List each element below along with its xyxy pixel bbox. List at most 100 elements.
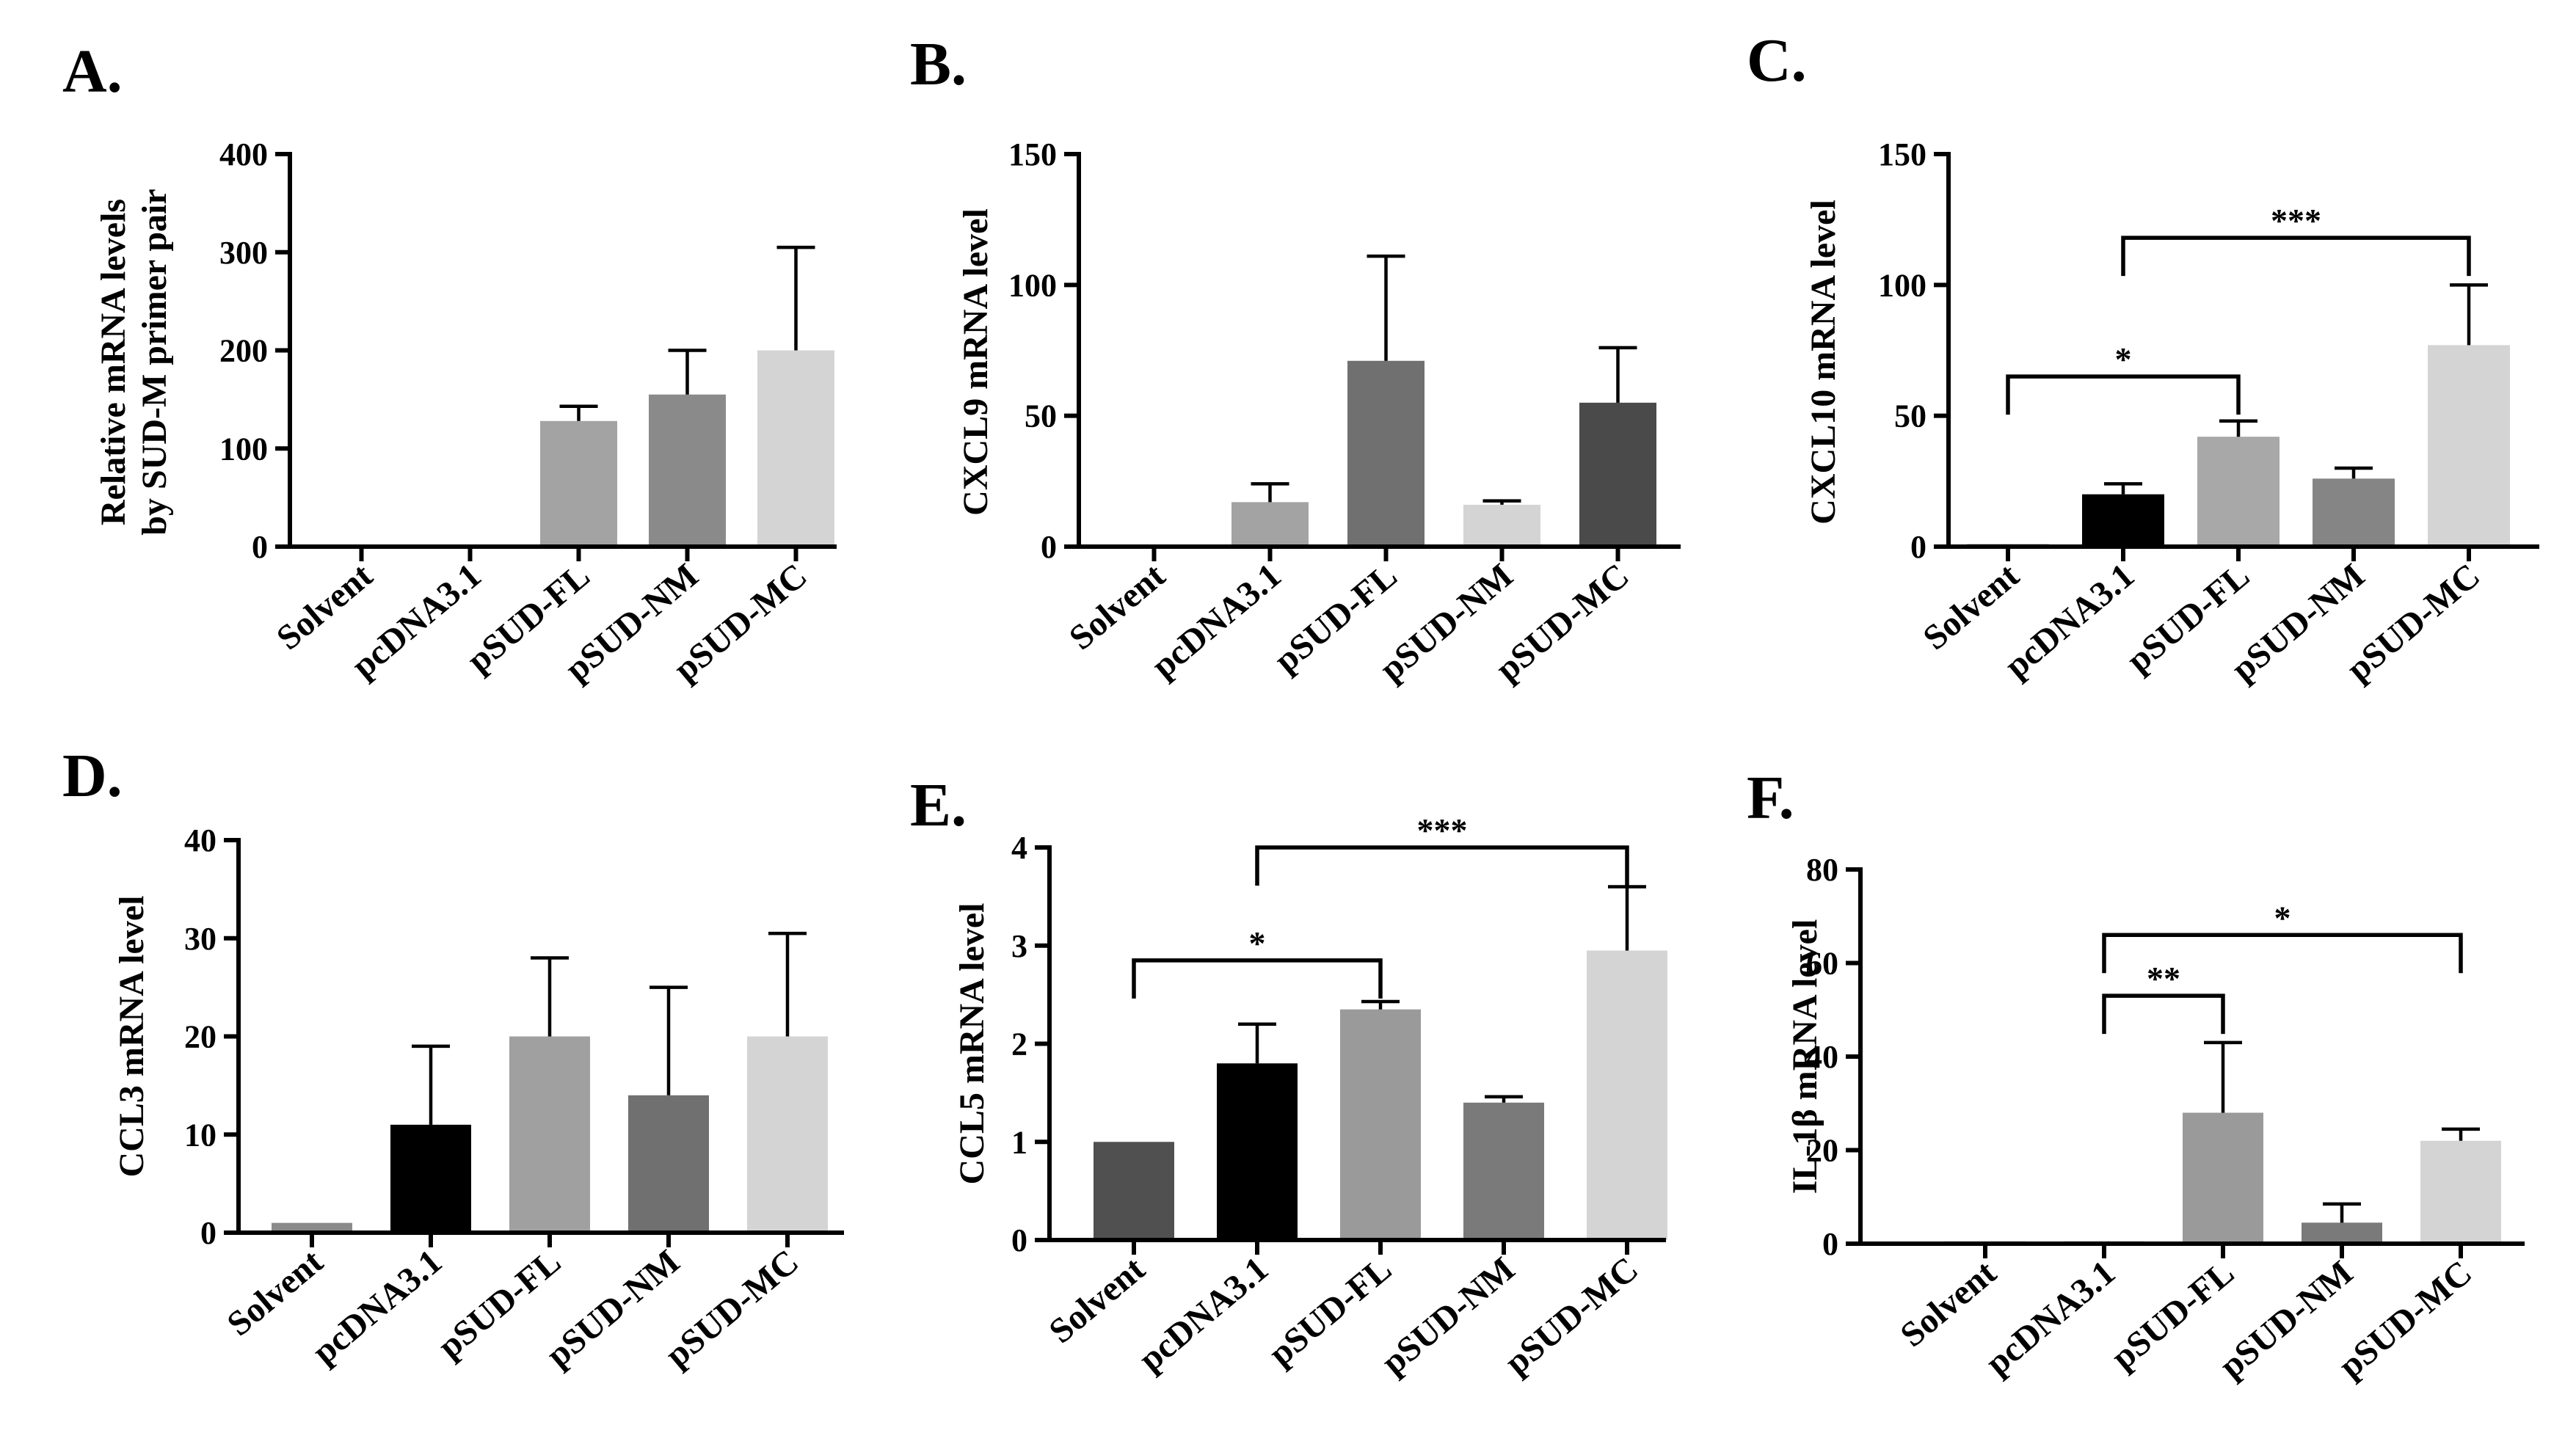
- panel-letter: B.: [910, 30, 967, 98]
- panel-letter: C.: [1747, 26, 1807, 95]
- y-axis-title: CXCL10 mRNA level: [1804, 200, 1843, 525]
- y-tick-label: 4: [1011, 830, 1027, 866]
- y-tick-label: 60: [1806, 946, 1838, 982]
- error-bar: [2450, 283, 2488, 346]
- y-axis-title: Relative mRNA levels: [94, 199, 133, 525]
- y-tick-label: 1: [1011, 1124, 1027, 1160]
- error-bar: [2335, 466, 2373, 479]
- y-tick-label: 0: [1011, 1222, 1027, 1258]
- y-tick-label: 0: [1910, 529, 1926, 565]
- x-category-label: pSUD-MC: [1497, 1250, 1645, 1382]
- x-category-label: pcDNA3.1: [305, 1242, 449, 1372]
- chart-panel-d: D.010203040SolventpcDNA3.1pSUD-FLpSUD-NM…: [62, 742, 844, 1375]
- bar-psud-nm: [628, 1095, 709, 1233]
- significance-label: *: [1249, 925, 1266, 962]
- error-bar: [650, 985, 688, 1095]
- x-category-label: Solvent: [1062, 556, 1173, 657]
- error-bar: [531, 956, 569, 1037]
- bar-psud-fl: [1347, 360, 1425, 547]
- bar-psud-mc: [2428, 345, 2510, 547]
- bar-psud-mc: [757, 350, 834, 547]
- bar-psud-nm: [2302, 1222, 2382, 1244]
- x-category-label: pSUD-MC: [658, 1242, 806, 1375]
- bar-pcdna3-1: [1231, 502, 1309, 547]
- bar-psud-nm: [1463, 504, 1540, 547]
- chart-panel-e: E.01234SolventpcDNA3.1pSUD-FLpSUD-NMpSUD…: [910, 771, 1667, 1382]
- error-bar: [1485, 1095, 1523, 1103]
- chart-panel-f: F.020406080SolventpcDNA3.1pSUD-FLpSUD-NM…: [1747, 764, 2525, 1386]
- y-tick-label: 20: [1806, 1133, 1838, 1169]
- y-tick-label: 40: [1806, 1039, 1838, 1075]
- error-bar: [1367, 254, 1405, 361]
- error-bar: [2442, 1127, 2480, 1141]
- y-tick-label: 20: [184, 1019, 217, 1055]
- y-tick-label: 200: [219, 333, 268, 369]
- significance-bracket: [2121, 236, 2471, 277]
- x-category-label: pSUD-NM: [1374, 1250, 1522, 1382]
- y-tick-label: 0: [1822, 1226, 1838, 1262]
- y-tick-label: 150: [1878, 136, 1926, 172]
- bar-psud-fl: [2197, 437, 2280, 547]
- significance-label: **: [2147, 960, 2180, 997]
- y-axis-title: CXCL9 mRNA level: [956, 208, 995, 516]
- error-bar: [2323, 1202, 2361, 1223]
- y-axis-title: CCL3 mRNA level: [112, 896, 151, 1178]
- bar-psud-nm: [1463, 1102, 1544, 1240]
- x-category-label: Solvent: [220, 1242, 331, 1343]
- error-bar: [412, 1044, 450, 1125]
- significance-label: *: [2115, 340, 2132, 378]
- y-tick-label: 30: [184, 921, 217, 957]
- y-tick-label: 100: [1878, 267, 1926, 303]
- error-bar: [1238, 1022, 1276, 1064]
- bar-psud-fl: [540, 420, 617, 547]
- significance-bracket: [1132, 958, 1383, 999]
- error-bar: [668, 349, 707, 395]
- x-category-label: Solvent: [1042, 1250, 1153, 1351]
- y-tick-label: 2: [1011, 1027, 1027, 1062]
- chart-panel-b: B.050100150SolventpcDNA3.1pSUD-FLpSUD-NM…: [910, 30, 1681, 689]
- x-category-label: pcDNA3.1: [1144, 556, 1288, 686]
- error-bar: [1361, 999, 1400, 1010]
- error-bar: [1482, 499, 1521, 505]
- error-bar: [1251, 482, 1289, 503]
- bar-psud-mc: [2420, 1140, 2501, 1244]
- y-tick-label: 100: [219, 431, 268, 467]
- significance-label: *: [2274, 899, 2291, 936]
- chart-panel-c: C.050100150SolventpcDNA3.1pSUD-FLpSUD-NM…: [1747, 26, 2539, 689]
- error-bar: [2204, 1040, 2242, 1113]
- bar-psud-nm: [2313, 478, 2395, 547]
- significance-bracket: [2102, 933, 2463, 974]
- bar-psud-fl: [1340, 1009, 1421, 1240]
- significance-bracket: [2102, 993, 2225, 1035]
- bar-pcdna3-1: [2082, 494, 2164, 547]
- bar-psud-fl: [509, 1036, 590, 1233]
- significance-bracket: [2006, 374, 2241, 415]
- y-axis-title: by SUD-M primer pair: [135, 189, 174, 535]
- significance-label: ***: [2271, 202, 2321, 239]
- bar-psud-mc: [1579, 402, 1656, 547]
- x-category-label: pSUD-MC: [2331, 1253, 2479, 1386]
- bar-solvent: [1094, 1142, 1174, 1240]
- y-tick-label: 80: [1806, 852, 1838, 888]
- bar-psud-nm: [649, 394, 726, 547]
- bar-pcdna3-1: [1217, 1063, 1298, 1240]
- panel-letter: A.: [62, 37, 123, 106]
- panel-letter: D.: [62, 742, 123, 810]
- x-category-label: pcDNA3.1: [1998, 556, 2142, 686]
- x-category-label: pcDNA3.1: [1979, 1253, 2122, 1383]
- x-category-label: Solvent: [1916, 556, 2027, 657]
- y-tick-label: 50: [1025, 398, 1057, 434]
- bar-psud-mc: [747, 1036, 828, 1233]
- y-tick-label: 3: [1011, 928, 1027, 964]
- bar-pcdna3-1: [390, 1124, 471, 1233]
- y-tick-label: 0: [252, 529, 268, 565]
- error-bar: [768, 931, 807, 1037]
- y-axis-title: IL-1β mRNA level: [1786, 919, 1824, 1195]
- significance-bracket: [1255, 845, 1629, 886]
- bar-solvent: [272, 1222, 352, 1233]
- x-category-label: pSUD-NM: [539, 1242, 687, 1375]
- y-tick-label: 10: [184, 1117, 217, 1153]
- y-tick-label: 40: [184, 823, 217, 858]
- error-bar: [1598, 346, 1637, 403]
